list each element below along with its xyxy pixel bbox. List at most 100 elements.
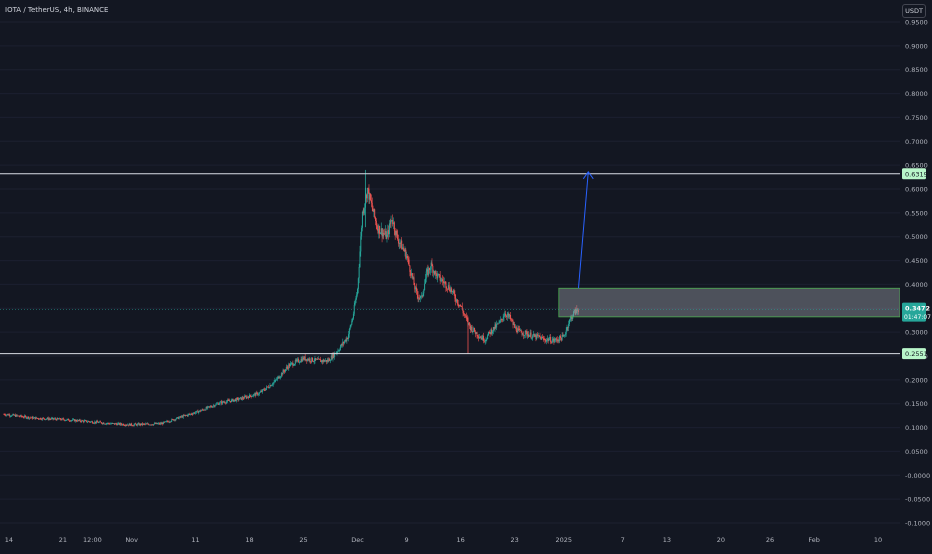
candle-body — [168, 421, 170, 423]
candle-body — [24, 415, 26, 417]
candle-body — [86, 420, 88, 422]
candle-body — [502, 317, 504, 320]
candle-body — [333, 353, 335, 358]
candle-body — [532, 335, 534, 338]
candle-body — [465, 315, 467, 317]
candle-body — [28, 416, 30, 419]
candle-body — [540, 336, 542, 340]
candle-body — [50, 418, 52, 420]
candle-body — [58, 418, 60, 420]
candle-body — [304, 356, 306, 361]
candle-body — [480, 337, 482, 339]
candle-body — [491, 329, 493, 334]
demand-zone-box — [558, 287, 901, 318]
candle-body — [213, 405, 215, 407]
candle-body — [514, 324, 516, 328]
candle-body — [242, 397, 244, 399]
candle-body — [532, 333, 534, 336]
candle-body — [122, 424, 124, 425]
candle-body — [283, 370, 285, 372]
candle-body — [98, 422, 100, 423]
candle-body — [156, 422, 158, 424]
candle-body — [119, 423, 121, 425]
candle-body — [154, 423, 156, 424]
candle-body — [444, 282, 446, 283]
candle-body — [50, 418, 52, 420]
candle-body — [313, 361, 315, 362]
candle-body — [401, 240, 403, 250]
candle-body — [272, 382, 274, 385]
candle-body — [487, 335, 489, 339]
candle-body — [154, 423, 156, 424]
candle-body — [220, 401, 222, 403]
candle-body — [84, 420, 86, 422]
price-tick-label: 0.6000 — [905, 186, 928, 194]
candle-body — [332, 353, 334, 359]
candle-body — [46, 417, 48, 419]
candle-body — [359, 251, 361, 267]
candle-body — [185, 415, 187, 416]
candle-body — [403, 249, 405, 252]
candle-body — [424, 278, 426, 284]
candle-body — [349, 326, 351, 329]
time-tick-label: 23 — [510, 536, 518, 544]
candle-body — [201, 409, 203, 411]
candle-body — [454, 293, 456, 299]
candle-body — [354, 302, 356, 305]
candle-body — [364, 203, 366, 209]
candle-body — [312, 357, 314, 362]
candle-body — [241, 397, 243, 400]
candle-body — [435, 271, 437, 274]
candle-body — [244, 396, 246, 398]
candle-body — [366, 188, 368, 199]
candle-body — [478, 336, 480, 338]
candle-body — [362, 211, 364, 214]
horizontal-levels[interactable] — [0, 170, 901, 355]
time-tick-label: 25 — [299, 536, 307, 544]
candle-body — [512, 320, 514, 325]
candle-body — [510, 319, 512, 321]
price-axis[interactable]: 0.9500 0.9000 0.8500 0.8000 0.7500 0.7000 0.65… — [900, 0, 932, 550]
candle-body — [68, 420, 70, 422]
candle-body — [198, 411, 200, 413]
candle-body — [486, 338, 488, 340]
candle-body — [186, 415, 188, 416]
candle-body — [73, 419, 75, 422]
candle-body — [245, 396, 247, 399]
candle-body — [97, 422, 99, 423]
candle-body — [456, 299, 458, 302]
currency-button[interactable]: USDT — [902, 4, 926, 18]
candle-body — [129, 423, 131, 426]
candle-body — [276, 377, 278, 380]
candle-body — [443, 282, 445, 284]
candle-body — [32, 417, 34, 419]
candle-body — [180, 416, 182, 418]
candle-body — [450, 288, 452, 292]
candle-body — [334, 353, 336, 358]
candle-body — [336, 352, 338, 354]
candle-body — [531, 337, 533, 339]
candle-body — [298, 359, 300, 363]
candle-body — [477, 335, 479, 337]
time-axis[interactable]: 14 21 12:00 Nov 11 18 25 Dec 9 16 23 2025 7 13 20 26 Feb… — [0, 532, 900, 550]
candle-body — [113, 423, 115, 425]
candle-body — [145, 423, 147, 425]
candle-body — [447, 288, 449, 290]
candle-body — [391, 220, 393, 221]
candle-body — [360, 236, 362, 252]
candle-body — [572, 315, 574, 319]
candle-body — [388, 229, 390, 235]
candle-body — [515, 326, 517, 332]
candle-body — [320, 359, 322, 363]
candle-body — [214, 405, 216, 407]
candle-body — [226, 401, 228, 404]
candle-body — [419, 297, 421, 299]
candle-body — [361, 227, 363, 237]
candle-body — [392, 220, 394, 225]
candle-body — [166, 421, 168, 422]
candle-body — [439, 274, 441, 281]
price-tick-label: 0.1000 — [905, 424, 928, 432]
candle-body — [303, 356, 305, 360]
